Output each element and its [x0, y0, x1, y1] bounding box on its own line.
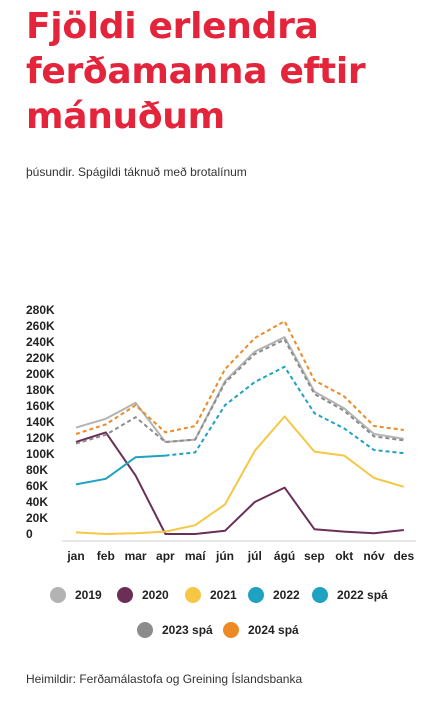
series-line	[165, 365, 404, 457]
x-tick-label: okt	[335, 549, 353, 563]
legend-marker	[185, 587, 201, 603]
x-axis: jan feb mar apr maí jún júl ágú sep okt nóv des	[62, 540, 416, 563]
source-note: Heimildir: Ferðamálastofa og Greining Ís…	[26, 672, 303, 686]
series-lines	[75, 320, 405, 535]
legend-marker	[223, 622, 239, 638]
legend-label: 2022 spá	[337, 588, 388, 602]
x-tick-label: jan	[66, 549, 84, 563]
legend-item: 2022 spá	[312, 587, 388, 603]
legend-marker	[248, 587, 264, 603]
series-line	[75, 320, 404, 435]
y-tick-label: 180K	[26, 383, 55, 397]
y-tick-label: 80K	[26, 463, 48, 477]
chart-title: Fjöldi erlendra ferðamanna eftir mánuðum	[26, 6, 366, 137]
legend-item: 2021	[185, 587, 237, 603]
x-tick-label: mar	[125, 549, 147, 563]
legend-item: 2024 spá	[223, 622, 299, 638]
x-tick-label: jún	[215, 549, 234, 563]
legend-item: 2022	[248, 587, 300, 603]
line-chart: 0 20K 40K 60K 80K 100K 120K 140K 160K 180K 200K 220…	[26, 303, 416, 638]
y-tick-label: 160K	[26, 399, 55, 413]
y-tick-label: 260K	[26, 319, 55, 333]
legend-label: 2021	[210, 588, 237, 602]
y-tick-label: 40K	[26, 495, 48, 509]
x-tick-label: maí	[185, 549, 206, 563]
y-tick-label: 140K	[26, 415, 55, 429]
y-tick-label: 200K	[26, 367, 55, 381]
legend-marker	[50, 587, 66, 603]
legend-marker	[312, 587, 328, 603]
series-line	[75, 336, 404, 443]
y-tick-label: 20K	[26, 511, 48, 525]
legend-marker	[137, 622, 153, 638]
series-line	[75, 415, 405, 535]
x-tick-label: nóv	[363, 549, 385, 563]
legend-label: 2020	[142, 588, 169, 602]
y-tick-label: 100K	[26, 447, 55, 461]
legend: 2019 2020 2021 2022 2022 spá 2023 spá 2024 spá	[50, 587, 388, 638]
x-tick-label: sep	[304, 549, 325, 563]
y-tick-label: 280K	[26, 303, 55, 317]
legend-item: 2023 spá	[137, 622, 213, 638]
y-tick-label: 240K	[26, 335, 55, 349]
y-tick-label: 0	[26, 527, 33, 541]
legend-item: 2020	[117, 587, 169, 603]
series-line	[75, 338, 404, 445]
x-tick-label: apr	[156, 549, 175, 563]
legend-label: 2023 spá	[162, 623, 213, 637]
legend-item: 2019	[50, 587, 102, 603]
x-tick-label: feb	[97, 549, 115, 563]
series-line	[75, 431, 404, 535]
series-line	[75, 454, 166, 486]
y-tick-label: 60K	[26, 479, 48, 493]
x-tick-label: júl	[247, 549, 262, 563]
legend-label: 2019	[75, 588, 102, 602]
legend-label: 2024 spá	[248, 623, 299, 637]
chart-subtitle: þúsundir. Spágildi táknuð með brotalínum	[26, 165, 247, 179]
legend-label: 2022	[273, 588, 300, 602]
y-axis: 0 20K 40K 60K 80K 100K 120K 140K 160K 180K 200K 220…	[26, 303, 55, 541]
y-tick-label: 120K	[26, 431, 55, 445]
x-tick-label: ágú	[274, 549, 295, 563]
x-tick-label: des	[393, 549, 414, 563]
legend-marker	[117, 587, 133, 603]
y-tick-label: 220K	[26, 351, 55, 365]
